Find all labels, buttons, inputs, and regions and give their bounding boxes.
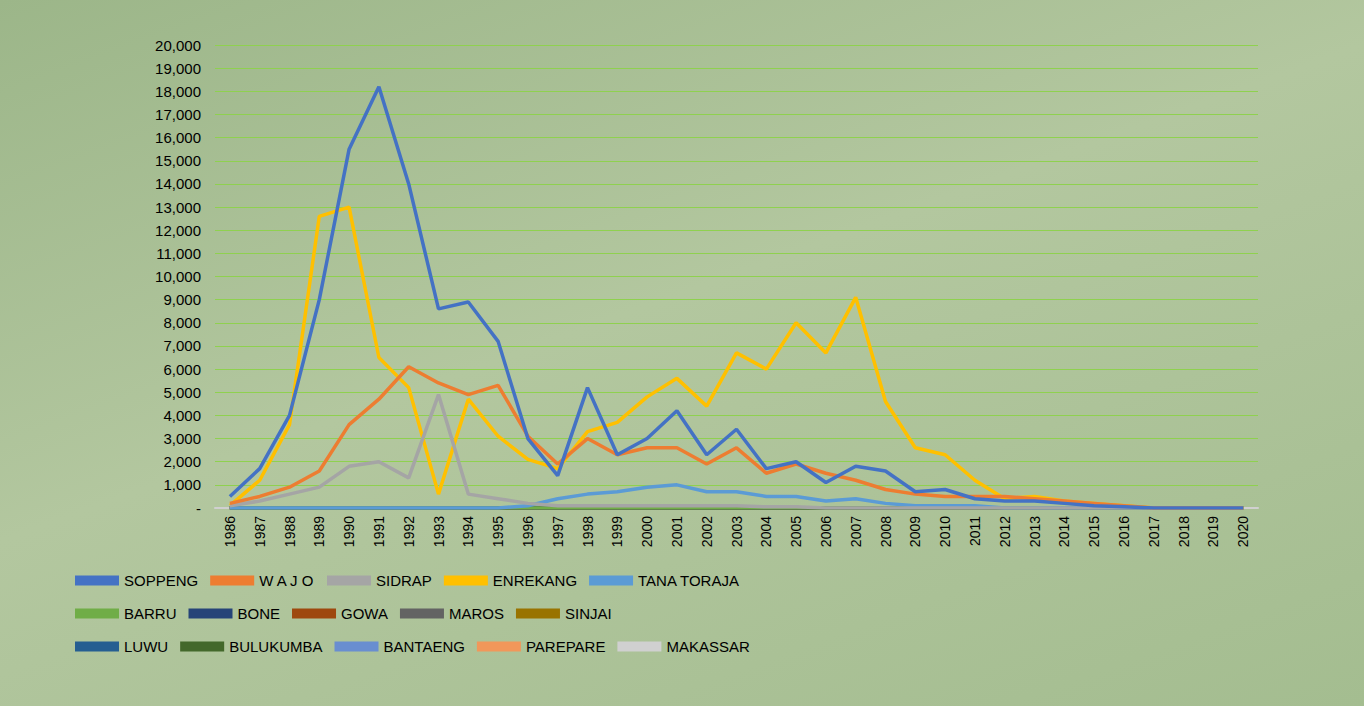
svg-text:18,000: 18,000 [155,83,201,100]
svg-text:1997: 1997 [550,516,566,547]
svg-text:2009: 2009 [907,516,923,547]
svg-text:15,000: 15,000 [155,152,201,169]
svg-text:20,000: 20,000 [155,37,201,54]
svg-text:1995: 1995 [490,516,506,547]
svg-text:W A J O: W A J O [259,572,313,589]
svg-text:2003: 2003 [729,516,745,547]
svg-text:2008: 2008 [878,516,894,547]
svg-text:2002: 2002 [699,516,715,547]
svg-text:2013: 2013 [1027,516,1043,547]
svg-text:2000: 2000 [639,516,655,547]
svg-text:2001: 2001 [669,516,685,547]
svg-text:2012: 2012 [997,516,1013,547]
svg-text:1989: 1989 [311,516,327,547]
svg-text:MAKASSAR: MAKASSAR [666,638,750,655]
svg-text:SINJAI: SINJAI [565,605,612,622]
svg-text:12,000: 12,000 [155,222,201,239]
svg-text:1999: 1999 [609,516,625,547]
svg-text:GOWA: GOWA [341,605,388,622]
svg-text:1992: 1992 [401,516,417,547]
svg-text:2005: 2005 [788,516,804,547]
svg-text:2,000: 2,000 [163,453,201,470]
svg-text:9,000: 9,000 [163,291,201,308]
svg-text:2020: 2020 [1235,516,1251,547]
svg-text:5,000: 5,000 [163,384,201,401]
svg-text:PAREPARE: PAREPARE [526,638,605,655]
svg-text:BONE: BONE [238,605,281,622]
svg-text:LUWU: LUWU [124,638,168,655]
svg-text:2016: 2016 [1116,516,1132,547]
svg-text:8,000: 8,000 [163,314,201,331]
svg-text:TANA TORAJA: TANA TORAJA [638,572,739,589]
svg-text:11,000: 11,000 [156,245,201,262]
svg-text:BARRU: BARRU [124,605,177,622]
svg-text:2017: 2017 [1146,516,1162,547]
svg-text:ENREKANG: ENREKANG [493,572,577,589]
svg-text:1998: 1998 [580,516,596,547]
svg-text:2011: 2011 [967,516,983,546]
svg-text:1988: 1988 [282,516,298,547]
svg-text:SOPPENG: SOPPENG [124,572,198,589]
svg-text:2010: 2010 [937,516,953,547]
svg-text:1991: 1991 [371,516,387,547]
svg-text:1993: 1993 [431,516,447,547]
svg-text:1996: 1996 [520,516,536,547]
svg-text:1990: 1990 [341,516,357,547]
svg-text:2018: 2018 [1176,516,1192,547]
svg-text:6,000: 6,000 [163,361,201,378]
svg-text:MAROS: MAROS [449,605,504,622]
svg-text:14,000: 14,000 [155,175,201,192]
svg-text:17,000: 17,000 [155,106,201,123]
svg-text:3,000: 3,000 [163,430,201,447]
svg-text:1,000: 1,000 [163,476,201,493]
svg-text:SIDRAP: SIDRAP [376,572,432,589]
svg-text:2015: 2015 [1086,516,1102,547]
svg-text:1987: 1987 [252,516,268,547]
svg-text:-: - [196,500,201,517]
svg-text:10,000: 10,000 [155,268,201,285]
svg-text:4,000: 4,000 [163,407,201,424]
svg-text:7,000: 7,000 [163,337,201,354]
svg-text:1994: 1994 [460,516,476,547]
svg-text:BANTAENG: BANTAENG [384,638,465,655]
svg-text:1986: 1986 [222,516,238,547]
svg-text:2006: 2006 [818,516,834,547]
svg-text:16,000: 16,000 [155,129,201,146]
svg-text:2014: 2014 [1056,516,1072,547]
svg-text:19,000: 19,000 [155,60,201,77]
svg-text:13,000: 13,000 [155,199,201,216]
svg-text:2019: 2019 [1205,516,1221,547]
svg-text:BULUKUMBA: BULUKUMBA [229,638,322,655]
svg-text:2004: 2004 [758,516,774,547]
svg-text:2007: 2007 [848,516,864,547]
